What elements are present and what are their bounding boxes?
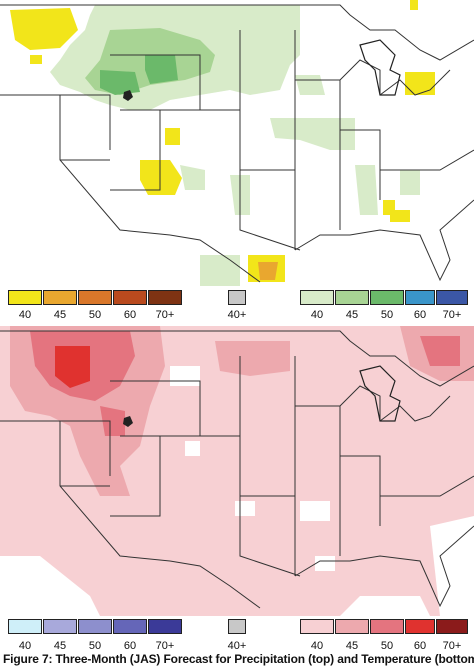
- precip-above-label-45: 45: [345, 309, 359, 321]
- temp-below-swatch-45: [43, 619, 77, 634]
- precip-great-salt-lake: [123, 90, 133, 101]
- precip-above-label-50: 50: [380, 309, 394, 321]
- precip-above-swatch-40: [300, 290, 334, 305]
- precip-below-label-50: 50: [88, 309, 102, 321]
- temp-above-swatch-60: [405, 619, 435, 634]
- precip-ec-label: 40+: [227, 309, 247, 321]
- precip-below-regions: [10, 0, 435, 282]
- temp-above-swatch-70: [436, 619, 468, 634]
- temp-above-label-60: 60: [413, 640, 427, 652]
- temp-great-lakes: [359, 365, 401, 422]
- temp-ec-label: 40+: [227, 640, 247, 652]
- precip-below-swatch-40: [8, 290, 42, 305]
- temp-above-label-70: 70+: [442, 640, 462, 652]
- temp-below-swatch-50: [78, 619, 112, 634]
- temp-below-swatch-40: [8, 619, 42, 634]
- precip-below-label-45: 45: [53, 309, 67, 321]
- temp-below-label-40: 40: [18, 640, 32, 652]
- precip-above-label-70: 70+: [442, 309, 462, 321]
- temp-neutral-gaps: [0, 366, 474, 616]
- precip-above-swatch-70: [436, 290, 468, 305]
- temp-above-label-40: 40: [310, 640, 324, 652]
- precip-below-swatch-70: [148, 290, 182, 305]
- temp-above-swatch-40: [300, 619, 334, 634]
- precip-above-label-60: 60: [413, 309, 427, 321]
- temp-ec-swatch: [228, 619, 246, 634]
- temp-above-swatch-45: [335, 619, 369, 634]
- temp-below-swatch-60: [113, 619, 147, 634]
- precip-below-swatch-50: [78, 290, 112, 305]
- temp-below-label-70: 70+: [155, 640, 175, 652]
- precip-great-lakes: [359, 39, 401, 96]
- precipitation-map: [0, 0, 474, 286]
- precip-above-swatch-50: [370, 290, 404, 305]
- temp-boundaries: [0, 330, 474, 609]
- temp-above-swatch-50: [370, 619, 404, 634]
- temp-above-label-45: 45: [345, 640, 359, 652]
- precip-above-swatch-45: [335, 290, 369, 305]
- temp-below-swatch-70: [148, 619, 182, 634]
- temp-below-label-50: 50: [88, 640, 102, 652]
- precip-ec-swatch: [228, 290, 246, 305]
- temp-below-label-60: 60: [123, 640, 137, 652]
- precip-below-label-70: 70+: [155, 309, 175, 321]
- temp-above-label-50: 50: [380, 640, 394, 652]
- precip-below-swatch-60: [113, 290, 147, 305]
- precip-below-label-40: 40: [18, 309, 32, 321]
- precipitation-legend: 40 45 50 60 70+ 40+ 40 45 50 60 70+: [0, 287, 474, 327]
- precip-below-label-60: 60: [123, 309, 137, 321]
- precip-below-swatch-45: [43, 290, 77, 305]
- figure-caption: Figure 7: Three-Month (JAS) Forecast for…: [3, 652, 474, 666]
- temp-above-60-region: [55, 346, 90, 388]
- precip-boundaries: [0, 4, 474, 283]
- temp-below-label-45: 45: [53, 640, 67, 652]
- temp-great-salt-lake: [123, 416, 133, 427]
- precip-above-label-40: 40: [310, 309, 324, 321]
- temperature-map: [0, 326, 474, 616]
- precip-above-swatch-60: [405, 290, 435, 305]
- temperature-legend: 40 45 50 60 70+ 40+ 40 45 50 60 70+: [0, 616, 474, 656]
